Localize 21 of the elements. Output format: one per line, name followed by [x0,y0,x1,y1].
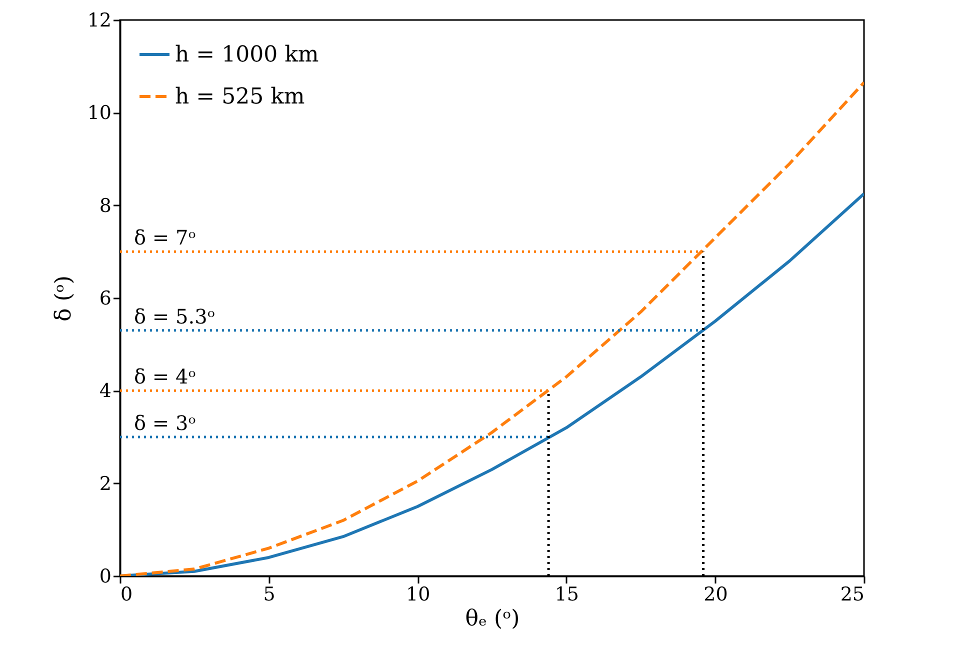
y-tick-label: 8 [99,194,112,217]
annotation: δ = 3ᵒ [134,411,196,435]
y-tick-label: 6 [99,288,112,310]
legend-label: h = 1000 km [175,42,319,68]
annotation: δ = 5.3ᵒ [134,304,216,328]
x-tick-label: 25 [840,584,864,606]
x-tick-label: 0 [120,584,133,606]
x-tick-label: 5 [263,584,276,606]
y-axis-title: δ (ᵒ) [51,276,76,322]
x-tick-label: 15 [554,584,579,606]
x-tick-label: 10 [406,584,430,606]
y-tick-label: 12 [87,10,112,32]
x-axis-title: θₑ (ᵒ) [465,606,520,632]
y-tick-label: 0 [99,566,112,588]
y-tick-label: 2 [99,472,112,495]
x-tick-label: 20 [704,584,728,606]
y-tick-label: 4 [99,380,112,402]
legend-label: h = 525 km [175,84,305,110]
annotation: δ = 7ᵒ [134,226,196,250]
annotation: δ = 4ᵒ [134,364,196,389]
y-tick-label: 10 [87,102,112,124]
